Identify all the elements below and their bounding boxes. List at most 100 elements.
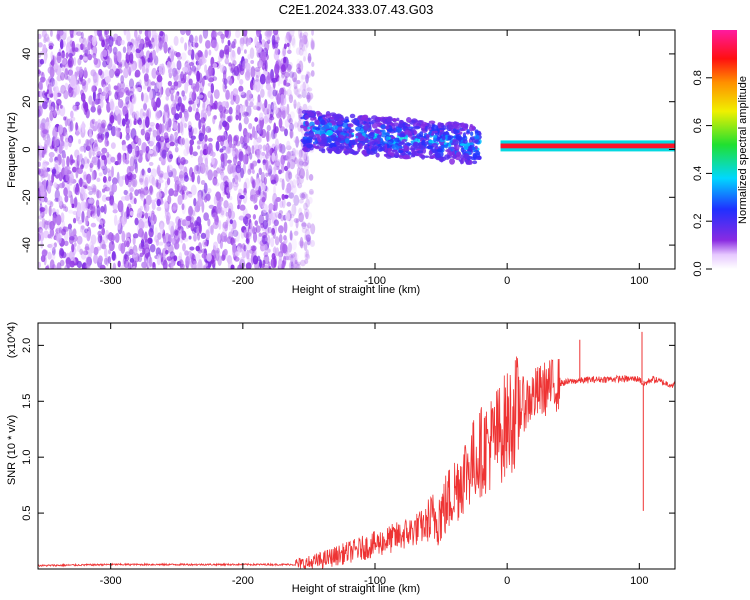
noise-blob xyxy=(197,155,203,166)
noise-blob xyxy=(227,208,232,219)
noise-blob xyxy=(93,246,99,256)
noise-blob xyxy=(305,70,310,81)
signal-blob xyxy=(369,138,375,145)
noise-blob xyxy=(231,44,236,49)
noise-blob xyxy=(172,202,179,210)
signal-blob xyxy=(392,149,398,153)
signal-blob xyxy=(431,124,439,131)
snr-frame xyxy=(37,322,676,570)
noise-blob xyxy=(278,143,283,153)
noise-blob xyxy=(188,61,195,67)
noise-blob xyxy=(99,264,106,269)
noise-blob xyxy=(229,166,236,174)
noise-blob xyxy=(286,151,292,162)
noise-blob xyxy=(298,113,304,125)
noise-blob xyxy=(148,30,152,39)
noise-blob xyxy=(76,235,83,245)
signal-blob xyxy=(393,154,400,158)
noise-blob xyxy=(96,205,101,217)
noise-blob xyxy=(42,129,49,135)
noise-blob xyxy=(213,195,217,205)
noise-blob xyxy=(171,168,177,178)
noise-blob xyxy=(43,143,48,156)
noise-blob xyxy=(208,77,215,83)
noise-blob xyxy=(44,204,48,215)
noise-blob xyxy=(188,78,193,86)
noise-blob xyxy=(293,204,297,215)
noise-blob xyxy=(262,203,268,214)
noise-blob xyxy=(113,214,118,226)
noise-blob xyxy=(59,72,65,81)
noise-blob xyxy=(292,179,297,189)
noise-blob xyxy=(63,166,68,176)
noise-blob xyxy=(77,167,83,175)
signal-blob xyxy=(474,149,479,153)
noise-blob xyxy=(98,224,103,230)
noise-blob xyxy=(252,180,256,189)
signal-blob xyxy=(419,131,424,137)
noise-blob xyxy=(275,144,279,152)
signal-blob xyxy=(314,119,320,125)
noise-blob xyxy=(292,256,299,268)
noise-blob xyxy=(151,67,158,79)
noise-blob xyxy=(38,168,45,177)
noise-blob xyxy=(186,145,190,155)
noise-blob xyxy=(178,174,184,179)
noise-blob xyxy=(80,200,86,212)
signal-blob xyxy=(343,135,347,138)
noise-blob xyxy=(289,213,295,219)
noise-blob xyxy=(176,60,182,71)
noise-blob xyxy=(273,219,279,227)
noise-blob xyxy=(213,31,218,37)
noise-blob xyxy=(177,194,183,206)
noise-blob xyxy=(296,167,301,177)
noise-blob xyxy=(116,219,122,230)
noise-blob xyxy=(308,188,314,195)
noise-blob xyxy=(62,204,67,209)
noise-blob xyxy=(71,231,76,236)
noise-blob xyxy=(180,116,185,127)
noise-blob xyxy=(156,127,161,137)
noise-blob xyxy=(79,177,83,188)
signal-blob xyxy=(346,148,354,154)
noise-blob xyxy=(166,164,173,173)
noise-blob xyxy=(284,71,290,78)
noise-blob xyxy=(39,207,46,213)
noise-blob xyxy=(98,172,103,177)
noise-blob xyxy=(272,89,278,97)
noise-blob xyxy=(287,61,293,69)
noise-blob xyxy=(306,240,313,246)
noise-blob xyxy=(291,153,297,163)
noise-blob xyxy=(67,63,73,68)
noise-blob xyxy=(72,104,76,111)
noise-blob xyxy=(210,156,215,165)
noise-blob xyxy=(285,88,292,97)
noise-blob xyxy=(177,155,181,164)
noise-blob xyxy=(202,30,209,39)
noise-blob xyxy=(243,229,248,238)
noise-blob xyxy=(255,225,261,233)
noise-blob xyxy=(69,154,74,166)
noise-blob xyxy=(301,222,307,227)
noise-blob xyxy=(174,50,178,56)
noise-blob xyxy=(109,114,115,124)
noise-blob xyxy=(245,131,250,144)
noise-blob xyxy=(166,61,172,70)
noise-blob xyxy=(270,69,275,81)
noise-blob xyxy=(53,147,58,152)
signal-blob xyxy=(410,136,416,140)
signal-blob xyxy=(463,152,470,160)
noise-blob xyxy=(270,179,277,185)
noise-blob xyxy=(291,71,298,83)
noise-blob xyxy=(48,89,53,95)
noise-blob xyxy=(242,216,249,225)
colorbar-gradient xyxy=(712,30,737,269)
noise-blob xyxy=(59,259,65,267)
noise-blob xyxy=(243,49,247,54)
noise-blob xyxy=(263,251,269,258)
noise-blob xyxy=(142,85,147,90)
noise-blob xyxy=(148,161,154,166)
noise-blob xyxy=(212,76,218,81)
noise-blob xyxy=(305,169,309,181)
noise-blob xyxy=(267,168,272,177)
